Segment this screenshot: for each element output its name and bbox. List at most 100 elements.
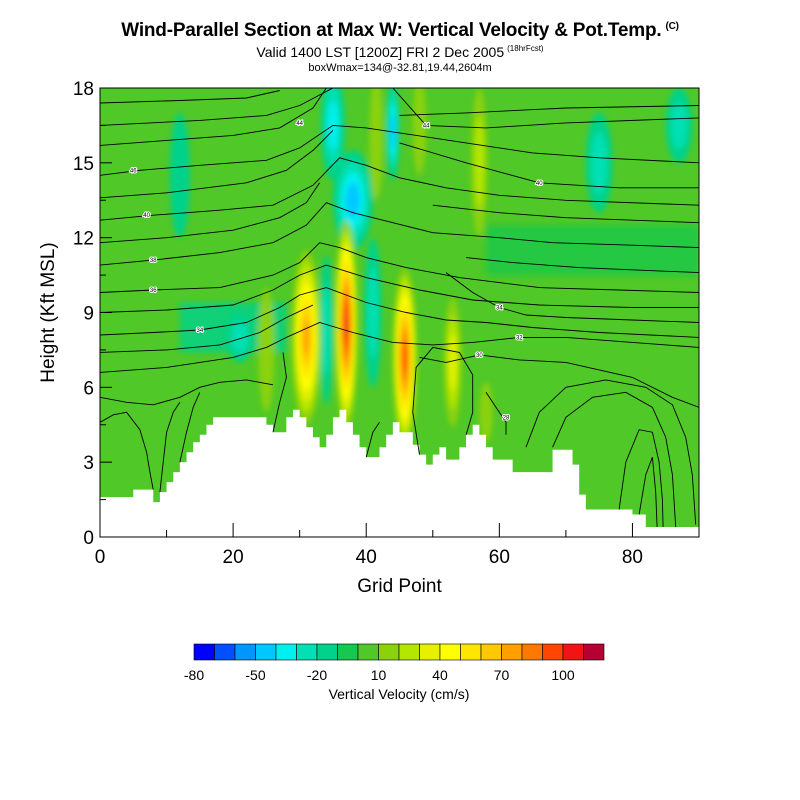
colorbar-swatch: [542, 643, 564, 661]
colorbar-swatch: [480, 643, 502, 661]
updraft-2-level: [402, 342, 407, 373]
theta-contour: [100, 242, 699, 293]
theta-contour: [100, 379, 274, 406]
theta-contour: [412, 346, 474, 455]
downdraft-5-level: [231, 322, 248, 353]
theta-contour: [100, 287, 699, 338]
theta-contour-label: 34: [196, 328, 203, 334]
theta-contour: [100, 411, 154, 490]
theta-contour-label: 34: [496, 306, 503, 312]
title-tag: (C): [665, 20, 679, 32]
y-tick-label: 18: [73, 79, 94, 100]
theta-contour-label: 36: [150, 288, 157, 294]
colorbar-tick-label: 40: [432, 667, 448, 683]
colorbar-swatch: [275, 643, 297, 661]
colorbar-swatch: [583, 643, 605, 661]
theta-contour-label: 28: [503, 415, 510, 421]
theta-contour: [100, 202, 699, 266]
theta-contour-label: 44: [296, 121, 303, 127]
theta-contour: [100, 304, 314, 353]
colorbar-swatch: [398, 643, 420, 661]
y-tick-label: 12: [73, 229, 94, 250]
velocity-field: [100, 88, 699, 537]
forecast-tag: (18hrFcst): [507, 44, 544, 54]
downdraft-2-level: [390, 113, 396, 148]
theta-contour: [100, 88, 334, 126]
box-wmax-line: boxWmax=134@-32.81,19.44,2604m: [308, 62, 492, 74]
theta-contour: [419, 354, 699, 408]
chart-subtitle: Valid 1400 LST [1200Z] FRI 2 Dec 2005 (18…: [256, 44, 544, 60]
theta-contour: [100, 90, 280, 104]
y-tick-label: 9: [83, 304, 94, 325]
updraft-5-level: [474, 116, 485, 209]
theta-contour: [552, 391, 677, 528]
theta-contour: [392, 88, 699, 129]
theta-contour-label: 40: [536, 181, 543, 187]
x-axis-label: Grid Point: [357, 576, 442, 597]
weak-sink-band: [486, 225, 699, 276]
colorbar-swatch: [460, 643, 482, 661]
downdraft-6-level: [169, 112, 190, 238]
colorbar-swatch: [316, 643, 338, 661]
theta-contour: [100, 264, 699, 313]
colorbar-swatch: [378, 643, 400, 661]
theta-contours: 46 44 44 40 40 38 36 34 34 32 30 28: [100, 88, 699, 528]
theta-contour-label: 32: [516, 335, 523, 341]
colorbar-swatch: [214, 643, 236, 661]
colorbar-swatch: [419, 643, 441, 661]
colorbar-swatch: [357, 643, 379, 661]
downdraft-3-level: [322, 283, 331, 377]
y-tick-label: 6: [83, 378, 94, 399]
theta-contour: [365, 422, 380, 458]
theta-contour: [399, 105, 699, 116]
theta-contour: [399, 142, 699, 189]
x-tick-label: 80: [622, 547, 643, 568]
theta-contour: [485, 392, 507, 435]
theta-contour: [525, 379, 697, 525]
theta-contour-label: 40: [143, 213, 150, 219]
theta-contour: [445, 272, 699, 323]
updraft-1-level: [344, 309, 348, 341]
colorbar-tick-label: -20: [307, 667, 327, 683]
terrain-mask: [100, 409, 699, 537]
theta-contour: [179, 392, 201, 463]
theta-contour: [466, 257, 699, 274]
theta-contour-label: 44: [423, 123, 430, 129]
colorbar-swatch: [337, 643, 359, 661]
colorbar-swatch: [562, 643, 584, 661]
x-tick-label: 60: [489, 547, 510, 568]
x-tick-label: 20: [223, 547, 244, 568]
theta-contour: [638, 457, 658, 528]
chart-title: Wind-Parallel Section at Max W: Vertical…: [121, 20, 679, 41]
theta-contour: [432, 204, 699, 224]
colorbar-swatch: [234, 643, 256, 661]
x-tick-label: 0: [95, 547, 106, 568]
theta-contour: [159, 402, 181, 493]
y-tick-label: 3: [83, 453, 94, 474]
updraft-4-level: [258, 287, 275, 413]
theta-contour-label: 38: [150, 258, 157, 264]
theta-contour: [618, 429, 664, 528]
colorbar-swatch: [501, 643, 523, 661]
theta-contour: [100, 124, 699, 176]
theta-contour: [100, 182, 320, 244]
colorbar-swatch: [255, 643, 277, 661]
colorbar-tick-label: -50: [245, 667, 265, 683]
colorbar-tick-label: 10: [371, 667, 387, 683]
updraft-0-level: [303, 319, 310, 356]
colorbar-swatch: [193, 643, 215, 661]
downdraft-4-level: [367, 266, 379, 359]
theta-contour-label: 30: [476, 353, 483, 359]
colorbar-label: Vertical Velocity (cm/s): [329, 686, 470, 702]
colorbar-tick-label: -80: [184, 667, 204, 683]
colorbar-swatch: [521, 643, 543, 661]
updraft-3-level: [448, 333, 457, 392]
y-tick-label: 0: [83, 528, 94, 549]
downdraft-7-level: [590, 132, 608, 194]
theta-contour: [272, 352, 287, 433]
updraft-8-level: [479, 382, 493, 443]
y-tick-label: 15: [73, 154, 94, 175]
colorbar-swatch: [296, 643, 318, 661]
